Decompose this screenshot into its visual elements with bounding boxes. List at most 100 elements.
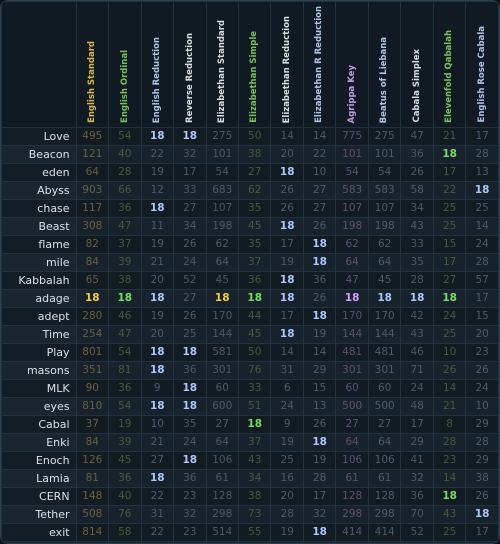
cipher-value[interactable]: 121 — [75, 144, 110, 164]
cipher-value[interactable]: 52 — [400, 522, 434, 542]
cipher-value[interactable]: 280 — [75, 306, 110, 326]
cipher-value[interactable]: 170 — [205, 306, 239, 326]
cipher-header[interactable]: English Reduction — [140, 1, 175, 128]
cipher-header[interactable]: Reverse Reduction — [173, 1, 207, 128]
row-word[interactable]: Cabal — [1, 414, 77, 434]
cipher-value[interactable]: 23 — [173, 522, 207, 542]
cipher-value[interactable]: 25 — [432, 216, 467, 236]
cipher-value[interactable]: 198 — [205, 216, 239, 236]
cipher-value[interactable]: 298 — [367, 504, 402, 524]
cipher-value[interactable]: 64 — [205, 432, 239, 452]
cipher-value[interactable]: 495 — [75, 126, 110, 146]
cipher-value[interactable]: 27 — [302, 180, 337, 200]
cipher-value[interactable]: 18 — [270, 270, 304, 290]
cipher-value[interactable]: 24 — [465, 234, 499, 254]
cipher-header[interactable]: English Rose Cabala — [465, 1, 499, 128]
cipher-value[interactable]: 22 — [432, 180, 467, 200]
cipher-value[interactable]: 18 — [400, 288, 434, 308]
row-word[interactable]: masons — [1, 360, 77, 380]
cipher-value[interactable]: 18 — [335, 288, 369, 308]
cipher-value[interactable]: 28 — [465, 144, 499, 164]
cipher-value[interactable]: 46 — [400, 342, 434, 362]
cipher-value[interactable]: 18 — [140, 198, 175, 218]
cipher-value[interactable]: 47 — [335, 270, 369, 290]
cipher-value[interactable]: 37 — [237, 252, 272, 272]
cipher-value[interactable]: 84 — [75, 252, 110, 272]
cipher-value[interactable]: 35 — [237, 234, 272, 254]
cipher-value[interactable]: 19 — [270, 252, 304, 272]
cipher-value[interactable]: 18 — [465, 504, 499, 524]
cipher-value[interactable]: 20 — [465, 324, 499, 344]
cipher-value[interactable]: 37 — [237, 432, 272, 452]
cipher-value[interactable]: 514 — [205, 522, 239, 542]
cipher-value[interactable]: 54 — [108, 396, 142, 416]
cipher-value[interactable]: 106 — [205, 450, 239, 470]
cipher-value[interactable]: 70 — [400, 504, 434, 524]
cipher-value[interactable]: 600 — [205, 396, 239, 416]
row-word[interactable]: Tether — [1, 504, 77, 524]
cipher-header[interactable]: English Standard — [75, 1, 110, 128]
cipher-value[interactable]: 46 — [108, 306, 142, 326]
cipher-value[interactable]: 17 — [173, 162, 207, 182]
cipher-value[interactable]: 17 — [465, 288, 499, 308]
cipher-value[interactable]: 13 — [465, 162, 499, 182]
cipher-value[interactable]: 26 — [302, 288, 337, 308]
cipher-value[interactable]: 64 — [367, 432, 402, 452]
cipher-value[interactable]: 19 — [302, 450, 337, 470]
cipher-value[interactable]: 170 — [335, 306, 369, 326]
cipher-value[interactable]: 15 — [465, 306, 499, 326]
cipher-value[interactable]: 47 — [400, 126, 434, 146]
cipher-value[interactable]: 33 — [400, 234, 434, 254]
cipher-value[interactable]: 198 — [367, 216, 402, 236]
cipher-value[interactable]: 62 — [335, 234, 369, 254]
cipher-value[interactable]: 24 — [465, 378, 499, 398]
cipher-value[interactable]: 18 — [270, 216, 304, 236]
cipher-value[interactable]: 39 — [108, 432, 142, 452]
cipher-value[interactable]: 6 — [270, 378, 304, 398]
cipher-value[interactable]: 19 — [140, 234, 175, 254]
cipher-value[interactable]: 10 — [432, 342, 467, 362]
cipher-value[interactable]: 36 — [173, 360, 207, 380]
cipher-value[interactable]: 14 — [302, 126, 337, 146]
cipher-value[interactable]: 18 — [465, 180, 499, 200]
cipher-value[interactable]: 48 — [400, 396, 434, 416]
cipher-value[interactable]: 23 — [465, 342, 499, 362]
cipher-value[interactable]: 34 — [400, 198, 434, 218]
cipher-value[interactable]: 25 — [432, 522, 467, 542]
cipher-value[interactable]: 23 — [173, 486, 207, 506]
cipher-value[interactable]: 18 — [367, 288, 402, 308]
cipher-value[interactable]: 32 — [173, 504, 207, 524]
cipher-value[interactable]: 27 — [335, 414, 369, 434]
cipher-value[interactable]: 23 — [432, 450, 467, 470]
cipher-value[interactable]: 38 — [237, 144, 272, 164]
cipher-value[interactable]: 28 — [465, 432, 499, 452]
cipher-value[interactable]: 414 — [367, 522, 402, 542]
cipher-value[interactable]: 21 — [432, 126, 467, 146]
cipher-value[interactable]: 40 — [108, 486, 142, 506]
cipher-value[interactable]: 25 — [432, 324, 467, 344]
cipher-value[interactable]: 27 — [140, 450, 175, 470]
cipher-value[interactable]: 18 — [140, 396, 175, 416]
cipher-value[interactable]: 29 — [465, 450, 499, 470]
cipher-value[interactable]: 25 — [173, 324, 207, 344]
cipher-value[interactable]: 18 — [237, 288, 272, 308]
row-word[interactable]: Beacon — [1, 144, 77, 164]
cipher-value[interactable]: 198 — [335, 216, 369, 236]
cipher-value[interactable]: 18 — [173, 450, 207, 470]
cipher-value[interactable]: 45 — [205, 270, 239, 290]
cipher-value[interactable]: 64 — [335, 432, 369, 452]
cipher-value[interactable]: 775 — [335, 126, 369, 146]
cipher-value[interactable]: 508 — [75, 504, 110, 524]
cipher-value[interactable]: 36 — [108, 198, 142, 218]
cipher-value[interactable]: 24 — [270, 396, 304, 416]
cipher-value[interactable]: 18 — [205, 288, 239, 308]
cipher-value[interactable]: 18 — [173, 342, 207, 362]
row-word[interactable]: Love — [1, 126, 77, 146]
cipher-value[interactable]: 17 — [432, 162, 467, 182]
cipher-value[interactable]: 18 — [237, 414, 272, 434]
cipher-value[interactable]: 32 — [302, 504, 337, 524]
cipher-value[interactable]: 170 — [367, 306, 402, 326]
cipher-header[interactable]: Elevenfold Qabalah — [432, 1, 467, 128]
cipher-value[interactable]: 26 — [465, 360, 499, 380]
cipher-value[interactable]: 26 — [270, 180, 304, 200]
